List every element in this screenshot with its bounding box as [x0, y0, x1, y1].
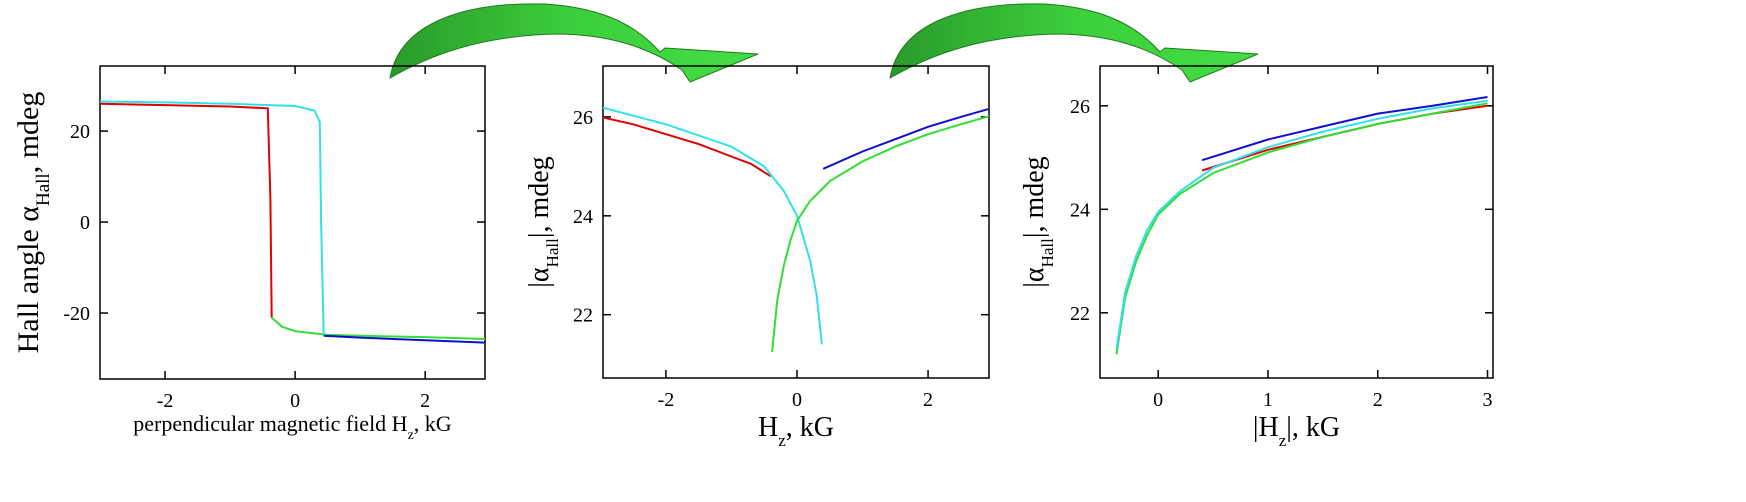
x-tick-label: 2: [923, 389, 933, 411]
x-tick-label: 0: [290, 390, 300, 412]
arrow: [889, 3, 1259, 83]
data-line: [771, 115, 989, 352]
axis-title-part: z: [1279, 431, 1287, 450]
arrow: [389, 3, 759, 83]
axis-title: Hz, kG: [758, 412, 834, 450]
axis-title: |αHall|, mdeg: [1019, 156, 1057, 287]
data-line: [603, 106, 823, 345]
data-line: [1201, 96, 1488, 162]
y-tick-label: 26: [573, 107, 593, 129]
x-tick-label: 2: [1373, 389, 1383, 411]
y-tick-label: 20: [70, 121, 90, 143]
data-line: [323, 334, 485, 344]
y-tick-label: 0: [80, 212, 90, 234]
x-tick-label: 2: [420, 390, 430, 412]
data-line: [100, 100, 325, 336]
axis-title-part: |, mdeg: [1019, 156, 1050, 238]
data-line: [1115, 102, 1488, 355]
x-tick-label: -2: [658, 389, 675, 411]
axis-title-part: , kG: [414, 411, 452, 436]
axis-title-part: H: [758, 412, 778, 443]
axis-title: |Hz|, kG: [1253, 412, 1340, 450]
axis-title-part: perpendicular magnetic field H: [133, 411, 407, 436]
axis-title-part: |, mdeg: [524, 156, 555, 238]
axis-title-part: Hall: [543, 238, 562, 268]
axis-title-part: Hall angle α: [12, 206, 45, 354]
data-line: [822, 107, 989, 170]
axis-title-part: |, kG: [1286, 412, 1340, 443]
x-tick-label: 0: [792, 389, 802, 411]
x-tick-label: 1: [1263, 389, 1273, 411]
axis-title-part: |α: [1019, 267, 1050, 288]
y-tick-label: -20: [63, 303, 90, 325]
axis-title-part: Hall: [33, 173, 54, 206]
axis-title-part: |H: [1253, 412, 1279, 443]
plot-frame: [99, 65, 486, 380]
data-line: [1115, 99, 1488, 350]
axis-title-part: , mdeg: [12, 92, 45, 174]
axis-title: Hall angle αHall, mdeg: [12, 92, 54, 354]
axis-title-part: |α: [524, 267, 555, 288]
x-tick-label: -2: [157, 390, 174, 412]
axis-title-part: Hall: [1038, 238, 1057, 268]
axis-title-part: z: [778, 431, 786, 450]
axis-title-part: , kG: [786, 412, 834, 443]
data-line: [271, 316, 485, 340]
axis-title: perpendicular magnetic field Hz, kG: [133, 411, 452, 443]
y-tick-label: 26: [1070, 96, 1090, 118]
axis-title: |αHall|, mdeg: [524, 156, 562, 287]
data-line: [603, 116, 772, 178]
y-tick-label: 22: [573, 305, 593, 327]
plot-frame: [1099, 65, 1494, 379]
data-line: [100, 102, 273, 318]
x-tick-label: 0: [1153, 389, 1163, 411]
y-tick-label: 24: [1070, 199, 1090, 221]
plot-frame: [602, 65, 990, 379]
y-tick-label: 24: [573, 206, 593, 228]
x-tick-label: 3: [1483, 389, 1493, 411]
axis-title-part: z: [408, 428, 414, 443]
y-tick-label: 22: [1070, 303, 1090, 325]
